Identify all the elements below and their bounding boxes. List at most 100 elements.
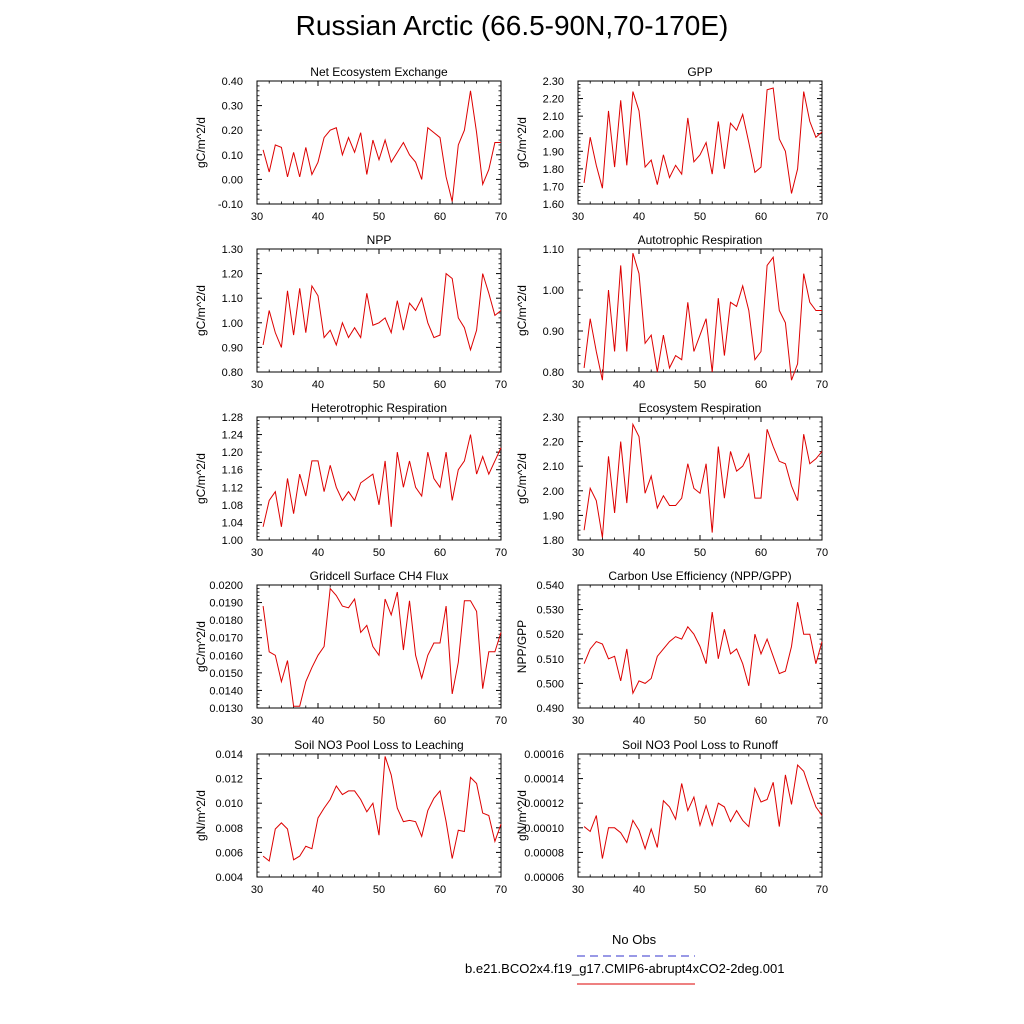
plot-frame bbox=[256, 248, 502, 373]
y-tick-label: 1.60 bbox=[543, 199, 564, 211]
x-tick-label: 70 bbox=[816, 379, 828, 391]
y-tick-label: 0.008 bbox=[215, 823, 243, 835]
x-tick-label: 60 bbox=[434, 547, 446, 559]
y-tick-label: 0.00012 bbox=[524, 798, 564, 810]
y-tick-label: 1.24 bbox=[222, 430, 243, 442]
x-tick-label: 60 bbox=[755, 547, 767, 559]
x-tick-label: 30 bbox=[251, 211, 263, 223]
x-tick-label: 30 bbox=[251, 715, 263, 727]
y-axis-label: gC/m^2/d bbox=[194, 621, 208, 672]
y-tick-label: 0.510 bbox=[536, 654, 564, 666]
x-tick-label: 60 bbox=[755, 884, 767, 896]
x-tick-label: 50 bbox=[694, 379, 706, 391]
y-tick-label: 0.490 bbox=[536, 703, 564, 715]
y-tick-label: 0.530 bbox=[536, 605, 564, 617]
y-tick-label: 0.0180 bbox=[209, 615, 243, 627]
x-tick-label: 30 bbox=[572, 884, 584, 896]
y-tick-label: 0.40 bbox=[222, 76, 243, 88]
plot-title: Autotrophic Respiration bbox=[638, 233, 763, 247]
x-tick-label: 50 bbox=[694, 884, 706, 896]
plot-title: Heterotrophic Respiration bbox=[311, 401, 447, 415]
x-tick-label: 60 bbox=[755, 211, 767, 223]
y-tick-label: 0.80 bbox=[543, 367, 564, 379]
x-tick-label: 40 bbox=[633, 211, 645, 223]
y-tick-label: 0.10 bbox=[222, 150, 243, 162]
plot-frame bbox=[256, 80, 502, 205]
y-tick-label: 0.500 bbox=[536, 678, 564, 690]
x-tick-label: 30 bbox=[251, 884, 263, 896]
y-tick-label: 1.30 bbox=[222, 244, 243, 256]
y-tick-label: 0.20 bbox=[222, 125, 243, 137]
y-tick-label: 2.30 bbox=[543, 412, 564, 424]
y-tick-label: 0.00 bbox=[222, 174, 243, 186]
y-tick-label: 0.004 bbox=[215, 872, 243, 884]
x-tick-label: 40 bbox=[312, 379, 324, 391]
x-tick-label: 70 bbox=[495, 547, 507, 559]
y-tick-label: 2.00 bbox=[543, 129, 564, 141]
y-tick-label: 0.00014 bbox=[524, 774, 564, 786]
y-tick-label: 1.28 bbox=[222, 412, 243, 424]
plot-frame bbox=[256, 416, 502, 541]
y-tick-label: 2.30 bbox=[543, 76, 564, 88]
x-tick-label: 40 bbox=[312, 547, 324, 559]
x-tick-label: 50 bbox=[373, 211, 385, 223]
y-tick-label: 1.10 bbox=[222, 293, 243, 305]
y-axis-label: gC/m^2/d bbox=[515, 285, 529, 336]
y-tick-label: 1.70 bbox=[543, 181, 564, 193]
y-tick-label: 1.10 bbox=[543, 244, 564, 256]
x-tick-label: 60 bbox=[434, 211, 446, 223]
x-tick-label: 60 bbox=[755, 715, 767, 727]
series-line bbox=[262, 587, 502, 707]
x-tick-label: 60 bbox=[434, 715, 446, 727]
y-tick-label: 1.12 bbox=[222, 482, 243, 494]
plot-title: Soil NO3 Pool Loss to Leaching bbox=[294, 738, 463, 752]
y-axis-label: gC/m^2/d bbox=[194, 117, 208, 168]
y-tick-label: 0.006 bbox=[215, 847, 243, 859]
y-tick-label: 2.20 bbox=[543, 437, 564, 449]
x-tick-label: 40 bbox=[312, 715, 324, 727]
y-tick-label: 1.00 bbox=[543, 285, 564, 297]
y-tick-label: 0.0170 bbox=[209, 633, 243, 645]
x-tick-label: 50 bbox=[694, 211, 706, 223]
x-tick-label: 30 bbox=[572, 211, 584, 223]
y-axis-label: gC/m^2/d bbox=[515, 453, 529, 504]
y-tick-label: -0.10 bbox=[218, 199, 243, 211]
plot-title: NPP bbox=[367, 233, 392, 247]
x-tick-label: 50 bbox=[373, 715, 385, 727]
y-tick-label: 2.10 bbox=[543, 461, 564, 473]
x-tick-label: 70 bbox=[495, 211, 507, 223]
y-tick-label: 1.04 bbox=[222, 517, 243, 529]
y-tick-label: 0.00006 bbox=[524, 872, 564, 884]
series-line bbox=[262, 90, 501, 202]
series-line bbox=[262, 434, 502, 527]
series-line bbox=[262, 272, 502, 352]
y-tick-label: 2.20 bbox=[543, 94, 564, 106]
y-axis-label: gN/m^2/d bbox=[515, 790, 529, 841]
plot-title: Carbon Use Efficiency (NPP/GPP) bbox=[608, 569, 791, 583]
y-tick-label: 0.0130 bbox=[209, 703, 243, 715]
x-tick-label: 70 bbox=[495, 379, 507, 391]
plot-title: Net Ecosystem Exchange bbox=[310, 65, 448, 79]
x-tick-label: 40 bbox=[633, 715, 645, 727]
series-line bbox=[583, 602, 823, 695]
y-tick-label: 2.10 bbox=[543, 111, 564, 123]
plot-frame bbox=[577, 416, 823, 541]
x-tick-label: 50 bbox=[373, 379, 385, 391]
y-axis-label: gN/m^2/d bbox=[194, 790, 208, 841]
plot-frame bbox=[577, 753, 823, 878]
series-line bbox=[583, 422, 823, 538]
x-tick-label: 70 bbox=[816, 715, 828, 727]
plot-title: GPP bbox=[687, 65, 712, 79]
y-tick-label: 1.90 bbox=[543, 510, 564, 522]
y-tick-label: 0.520 bbox=[536, 629, 564, 641]
y-tick-label: 0.00016 bbox=[524, 749, 564, 761]
y-axis-label: gC/m^2/d bbox=[194, 453, 208, 504]
series-line bbox=[583, 252, 822, 381]
y-tick-label: 0.80 bbox=[222, 367, 243, 379]
legend-case-label: b.e21.BCO2x4.f19_g17.CMIP6-abrupt4xCO2-2… bbox=[465, 961, 785, 976]
y-tick-label: 1.90 bbox=[543, 146, 564, 158]
y-tick-label: 1.08 bbox=[222, 500, 243, 512]
y-tick-label: 0.010 bbox=[215, 798, 243, 810]
y-tick-label: 1.80 bbox=[543, 164, 564, 176]
x-tick-label: 40 bbox=[312, 884, 324, 896]
